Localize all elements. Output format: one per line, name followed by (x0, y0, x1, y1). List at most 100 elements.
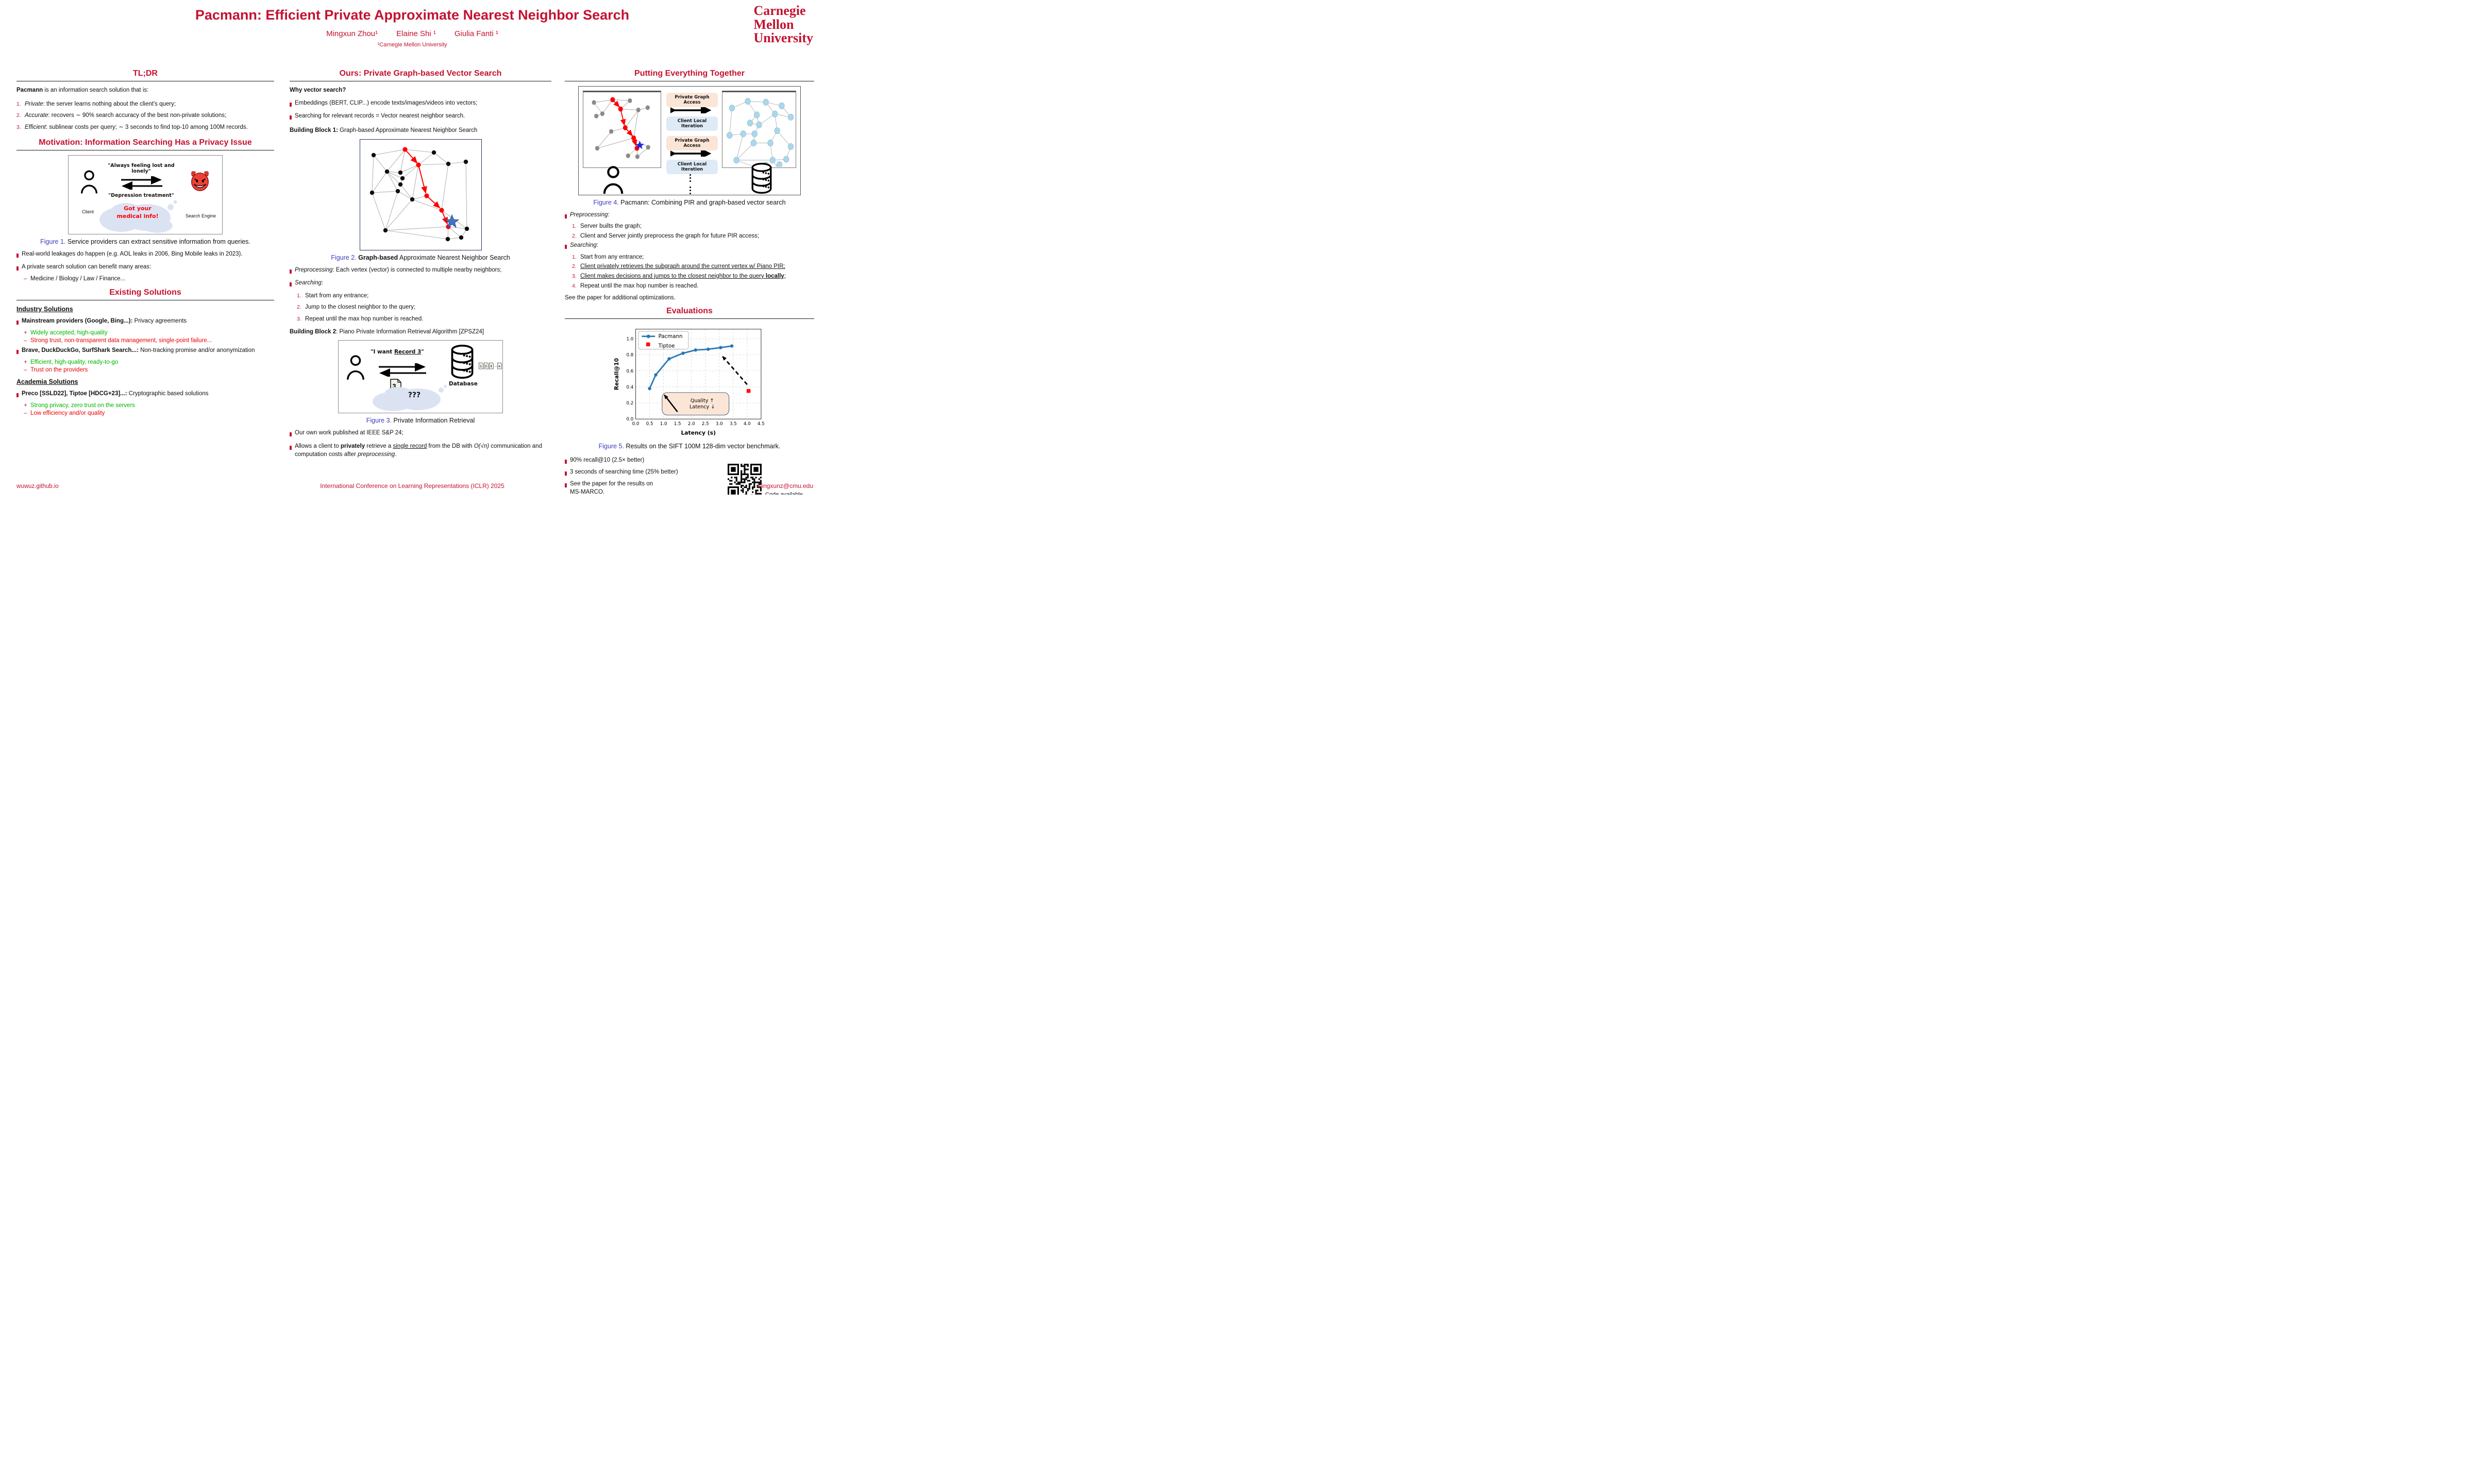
svg-text:Latency ↓: Latency ↓ (689, 404, 715, 410)
want-record-text: "I want Record 3" (371, 349, 424, 356)
searching-bullet: Searching: (290, 279, 551, 289)
prep-step: 2. Client and Server jointly preprocess t… (572, 232, 760, 239)
con-line: – Low efficiency and/or quality (24, 410, 105, 417)
svg-text:2: 2 (485, 365, 486, 368)
tldr-item: 1. Private: the server learns nothing abo… (16, 100, 176, 107)
svg-text:0.6: 0.6 (627, 369, 634, 374)
svg-text:0.2: 0.2 (627, 401, 634, 406)
eval-bullet: 3 seconds of searching time (25% better) (565, 468, 728, 478)
divider (565, 318, 814, 319)
search-step: 2. Client privately retrieves the subgrap… (572, 263, 785, 270)
motivation-bullet: Real-world leakages do happen (e.g. AOL … (16, 250, 274, 260)
figure-5-chart: 0.0 0.5 1.0 1.5 2.0 2.5 3.0 3.5 4.0 4.5 0.0 0.2 0.4 0… (612, 324, 767, 442)
figure-3: "I want Record 3" 3 Database (338, 340, 503, 414)
svg-text:Tiptoe: Tiptoe (658, 343, 675, 349)
svg-text:1.0: 1.0 (627, 336, 634, 342)
svg-text:2.5: 2.5 (702, 421, 709, 427)
tldr-item: 3. Efficient: sublinear costs per query; … (16, 124, 248, 131)
poster-title: Pacmann: Efficient Private Approximate N… (195, 7, 630, 23)
cmu-wordmark-line2: Mellon (753, 16, 794, 32)
svg-text:3: 3 (392, 382, 396, 390)
poster-header: Pacmann: Efficient Private Approximate N… (0, 0, 825, 48)
code-available-block: Code available. (728, 454, 814, 495)
server-label: Search Engine (185, 213, 216, 218)
evaluations-heading: Evaluations (666, 306, 713, 315)
records-row-icon: 1 2 3 ... n (479, 363, 502, 369)
column-right: Putting Everything Together (565, 67, 814, 495)
con-line: – Strong trust, non-transparent data mana… (24, 337, 212, 344)
why-bullet: Searching for relevant records = Vector … (290, 112, 551, 122)
why-vector-heading: Why vector search? (290, 87, 346, 93)
svg-text:Recall@10: Recall@10 (613, 358, 620, 390)
code-available-label: Code available. (765, 492, 804, 495)
academia-subheading: Academia Solutions (16, 378, 78, 386)
request-arrows-icon (379, 363, 426, 377)
svg-text:1.5: 1.5 (674, 421, 681, 427)
ann-graph (369, 146, 469, 241)
cloud-text: Got your medical info! (116, 205, 159, 220)
footer-conference: International Conference on Learning Rep… (320, 482, 504, 490)
svg-text:1.0: 1.0 (660, 421, 667, 427)
why-bullet: Embeddings (BERT, CLIP...) encode texts/… (290, 99, 551, 109)
database-label: Database (449, 381, 478, 387)
svg-text:4.0: 4.0 (744, 421, 751, 427)
eval-bullet: See the paper for the results on MS-MARCO… (565, 480, 728, 495)
figure-4-caption: Figure 4. Pacmann: Combining PIR and gra… (593, 199, 786, 206)
prep-step: 1. Server builts the graph; (572, 223, 642, 230)
client-person-icon (603, 166, 624, 194)
figure-1: "Always feeling lost and lonely" "Depres… (68, 155, 223, 234)
authors-line: Mingxun Zhou¹ Elaine Shi ¹ Giulia Fanti ¹ (0, 29, 825, 38)
thought-cloud (373, 385, 447, 412)
svg-text:2.0: 2.0 (688, 421, 695, 427)
search-step: 2. Jump to the closest neighbor to the qu… (297, 304, 416, 311)
svg-text:1: 1 (480, 365, 481, 368)
tldr-intro: Pacmann is an information search solutio… (16, 87, 149, 93)
column-middle: Ours: Private Graph-based Vector Search … (290, 67, 551, 461)
preprocessing-bullet: Preprocessing: Each vertex (vector) is c… (290, 266, 551, 276)
svg-text:Quality ↑: Quality ↑ (691, 398, 714, 403)
motivation-sub-bullet: – Medicine / Biology / Law / Finance... (24, 275, 126, 282)
industry-item-1: Mainstream providers (Google, Bing...): … (16, 317, 274, 327)
private-graph-access-box-1: Private Graph Access (666, 93, 718, 107)
database-icon (751, 163, 772, 194)
pro-line: + Efficient, high-quality, ready-to-go (24, 359, 119, 366)
cloud-question-text: ??? (408, 391, 421, 400)
author-1: Mingxun Zhou¹ (326, 29, 378, 38)
client-local-iteration-box-1: Client Local Iteration (666, 116, 718, 131)
client-label: Client (82, 209, 94, 214)
author-2: Elaine Shi ¹ (396, 29, 436, 38)
pro-line: + Strong privacy, zero trust on the serve… (24, 402, 136, 409)
database-icon (451, 345, 474, 379)
figure-2-caption: Figure 2. Graph-based Approximate Neares… (331, 254, 510, 261)
svg-text:0.4: 0.4 (627, 385, 634, 390)
query-star-icon (444, 214, 459, 228)
client-person-icon (80, 170, 98, 194)
search-step: 3. Repeat until the max hop number is rea… (297, 316, 424, 323)
tldr-heading: TL;DR (133, 69, 158, 78)
query-star-icon (635, 141, 645, 149)
cmu-wordmark-line3: University (753, 30, 813, 46)
thought-cloud (99, 200, 177, 233)
cmu-wordmark: Carnegie Mellon University (753, 4, 813, 45)
client-subgraph (592, 97, 650, 159)
qr-code (728, 464, 762, 495)
author-3: Giulia Fanti ¹ (454, 29, 498, 38)
svg-text:3: 3 (490, 365, 492, 368)
footer-website: wuwuz.github.io (16, 483, 59, 490)
poster-root: Pacmann: Efficient Private Approximate N… (0, 0, 825, 495)
query-text-1: "Always feeling lost and lonely" (108, 162, 175, 174)
see-paper-note: See the paper for additional optimizatio… (565, 295, 676, 301)
building-block-1: Building Block 1: Graph-based Approximat… (290, 127, 478, 133)
pir-bullet: Allows a client to privately retrieve a … (290, 442, 551, 459)
con-line: – Trust on the providers (24, 367, 88, 374)
svg-text:Latency (s): Latency (s) (681, 429, 716, 436)
column-left: TL;DR Pacmann is an information search s… (16, 67, 274, 418)
figure-5-caption: Figure 5. Results on the SIFT 100M 128-d… (598, 442, 781, 450)
svg-text:Pacmann: Pacmann (659, 334, 683, 340)
industry-item-2: Brave, DuckDuckGo, SurfShark Search...: … (16, 346, 274, 357)
searching-bullet: Searching: (565, 241, 814, 251)
svg-text:3.0: 3.0 (716, 421, 723, 427)
figure-2 (359, 139, 482, 250)
industry-subheading: Industry Solutions (16, 305, 73, 313)
exchange-arrow-icon (670, 150, 712, 157)
